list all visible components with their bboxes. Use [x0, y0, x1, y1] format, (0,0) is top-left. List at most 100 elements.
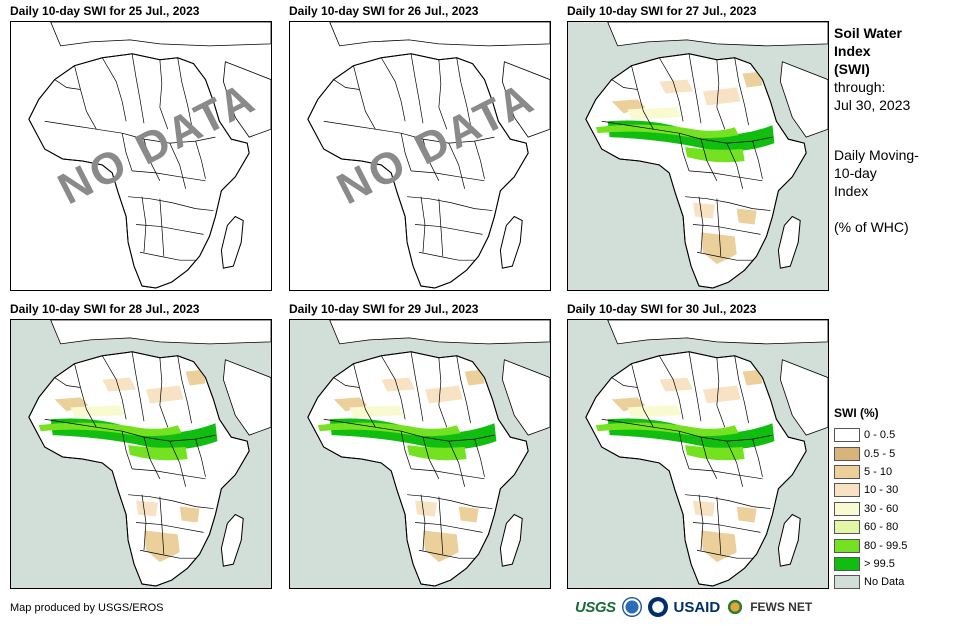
africa-map [10, 21, 272, 291]
coastline [28, 351, 250, 587]
country-border [121, 431, 133, 469]
country-border [159, 357, 169, 428]
africa-map-svg [290, 320, 550, 588]
country-border [169, 142, 186, 189]
country-border [101, 57, 127, 122]
legend-item: > 99.5 [834, 555, 964, 573]
europe-landmass [329, 22, 550, 47]
country-border [136, 224, 204, 235]
legend-label: > 99.5 [864, 557, 895, 570]
swi-panel-4: Daily 10-day SWI for 28 Jul., 2023 [10, 302, 272, 595]
swi-dry-region [145, 385, 184, 404]
usaid-logo: USAID [673, 598, 721, 616]
country-border [422, 139, 440, 181]
legend-item: 5 - 10 [834, 463, 964, 481]
coastline [307, 351, 529, 587]
legend-label: 0 - 0.5 [864, 429, 896, 442]
legend-swatch [834, 446, 860, 461]
legend-label: 0.5 - 5 [864, 447, 896, 460]
country-border [415, 522, 483, 533]
legend-label: No Data [864, 576, 905, 589]
panel-title: Daily 10-day SWI for 29 Jul., 2023 [289, 302, 479, 316]
swi-dry-region [742, 369, 763, 386]
swi-dry-region [627, 107, 682, 120]
legend-title: SWI (%) [834, 406, 879, 420]
country-border [177, 57, 192, 126]
panel-title: Daily 10-day SWI for 28 Jul., 2023 [10, 302, 200, 316]
europe-landmass [50, 320, 271, 345]
legend-label: 10 - 30 [864, 484, 899, 497]
madagascar-landmass [777, 513, 801, 567]
arabia-landmass [222, 61, 271, 138]
swi-overlay [595, 369, 775, 563]
swi-overlay [317, 369, 497, 563]
swi-dry-region [659, 79, 694, 94]
swi-dry-region [742, 71, 763, 88]
country-border [601, 120, 773, 144]
country-border [353, 65, 376, 130]
legend-label: 60 - 80 [864, 521, 899, 534]
legend-item: 80 - 99.5 [834, 536, 964, 554]
country-border [54, 79, 81, 90]
europe-landmass [607, 22, 828, 47]
country-border [195, 439, 206, 477]
country-border [380, 57, 406, 122]
country-border [353, 363, 376, 428]
coastline [585, 351, 807, 587]
through-date: through: Jul 30, 2023 [834, 79, 911, 113]
fews-net-logo: FEWS NET [750, 600, 813, 614]
country-border [698, 196, 704, 253]
country-border [716, 198, 722, 257]
africa-map [567, 21, 829, 291]
country-border [169, 440, 186, 487]
country-border [74, 363, 97, 428]
country-border [474, 141, 485, 179]
country-border [688, 53, 702, 124]
legend-swatch [834, 556, 860, 571]
swi-dry-region [422, 530, 459, 563]
africa-map [10, 319, 272, 589]
swi-dry-region [702, 87, 741, 106]
country-border [689, 170, 763, 182]
country-border [400, 431, 412, 469]
country-border [44, 418, 216, 442]
country-border [658, 355, 684, 420]
legend-swatch [834, 428, 860, 443]
swi-dry-region [136, 500, 158, 517]
usgs-logo: USGS [575, 598, 616, 616]
arabia-landmass [222, 359, 271, 436]
country-border [410, 53, 424, 124]
country-border [411, 468, 485, 480]
country-border [415, 224, 483, 235]
madagascar-landmass [220, 215, 244, 269]
legend-swatch [834, 464, 860, 479]
swi-panel-6: Daily 10-day SWI for 30 Jul., 2023 [567, 302, 829, 595]
arabia-landmass [779, 61, 828, 138]
country-border [418, 549, 475, 559]
legend-label: 80 - 99.5 [864, 539, 908, 552]
swi-panel-3: Daily 10-day SWI for 27 Jul., 2023 [567, 4, 829, 297]
country-border [128, 494, 214, 509]
country-border [132, 170, 206, 182]
country-border [159, 59, 169, 130]
country-border [410, 351, 424, 422]
panel-title: Daily 10-day SWI for 30 Jul., 2023 [567, 302, 757, 316]
country-border [752, 439, 763, 477]
usaid-seal [647, 597, 668, 617]
legend-swatch [834, 501, 860, 516]
country-border [143, 139, 161, 181]
country-border [474, 439, 485, 477]
swi-dry-region [143, 530, 180, 563]
country-border [74, 65, 97, 130]
country-border [689, 468, 763, 480]
europe-landmass [50, 22, 271, 47]
country-border [696, 251, 753, 261]
legend-swatch [834, 483, 860, 498]
swi-dry-region [185, 369, 206, 386]
country-border [141, 196, 147, 253]
legend-label: 5 - 10 [864, 465, 893, 478]
country-border [698, 494, 704, 551]
swi-dry-region [627, 405, 682, 418]
madagascar-landmass [499, 215, 523, 269]
country-border [407, 196, 493, 211]
